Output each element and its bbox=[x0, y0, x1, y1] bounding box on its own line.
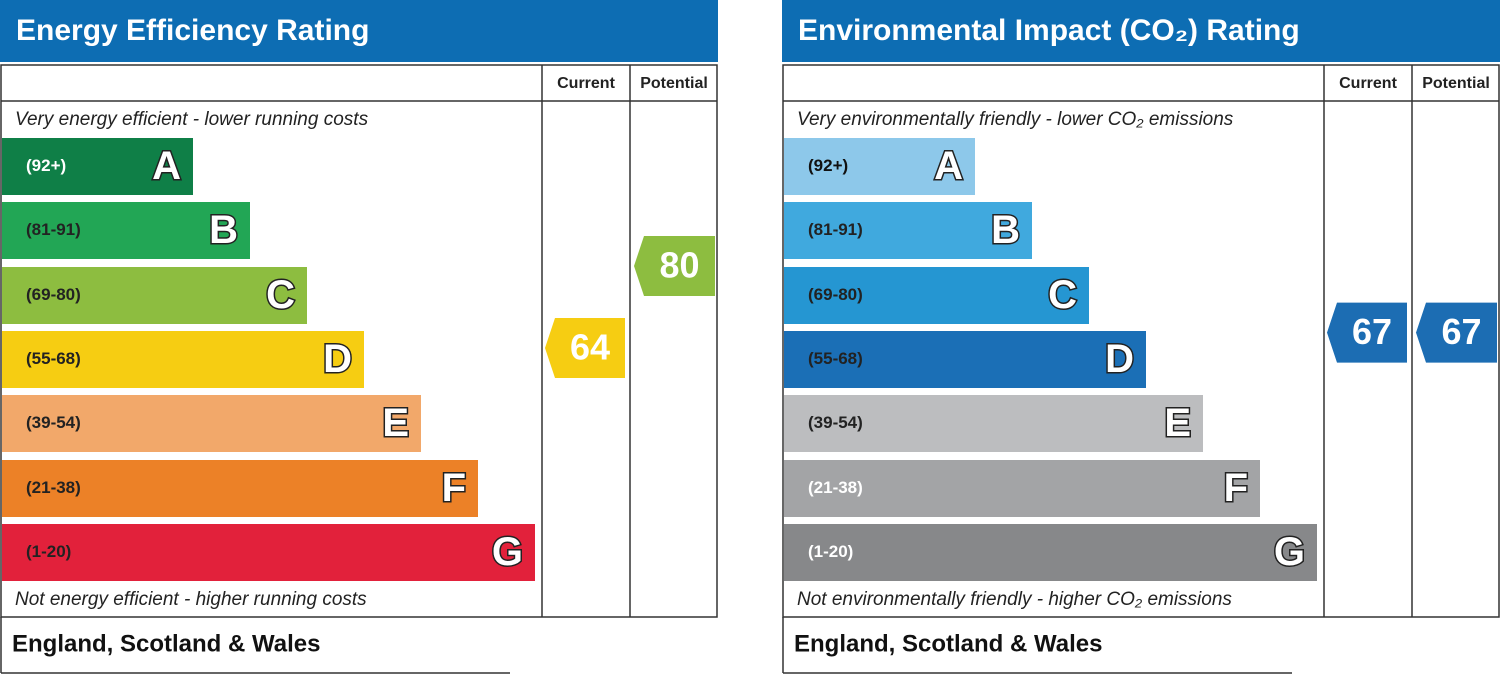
band-letter: G bbox=[492, 530, 523, 574]
footer: England, Scotland & Wales bbox=[794, 630, 1102, 657]
band-range: (81-91) bbox=[26, 220, 81, 239]
band-bar bbox=[784, 138, 975, 195]
rating-value: 67 bbox=[1352, 311, 1392, 352]
band-range: (55-68) bbox=[808, 349, 863, 368]
band-range: (55-68) bbox=[26, 349, 81, 368]
top-note: Very energy efficient - lower running co… bbox=[15, 109, 369, 130]
band-range: (21-38) bbox=[808, 478, 863, 497]
band-range: (81-91) bbox=[808, 220, 863, 239]
rating-value: 67 bbox=[1441, 311, 1481, 352]
header-bar bbox=[0, 0, 718, 62]
band-bar bbox=[2, 202, 250, 259]
rating-chart: Environmental Impact (CO₂) Rating Current… bbox=[782, 0, 1500, 674]
band-range: (1-20) bbox=[808, 542, 853, 561]
band-bar bbox=[2, 138, 193, 195]
band-bar bbox=[784, 395, 1203, 452]
band-bar bbox=[784, 267, 1089, 324]
band-bar bbox=[2, 267, 307, 324]
band-letter: B bbox=[991, 208, 1020, 252]
rating-value: 80 bbox=[659, 245, 699, 286]
rating-value: 64 bbox=[570, 327, 610, 368]
band-bar bbox=[2, 460, 478, 517]
band-letter: A bbox=[152, 144, 181, 188]
bottom-note: Not environmentally friendly - higher CO… bbox=[797, 589, 1232, 610]
band-letter: C bbox=[266, 273, 295, 317]
column-label: Potential bbox=[640, 75, 708, 92]
band-bar bbox=[784, 524, 1317, 581]
column-label: Current bbox=[557, 75, 615, 92]
chart-title: Environmental Impact (CO₂) Rating bbox=[798, 14, 1300, 47]
band-letter: C bbox=[1048, 273, 1077, 317]
band-bar bbox=[2, 524, 535, 581]
bottom-note: Not energy efficient - higher running co… bbox=[15, 589, 367, 610]
band-range: (92+) bbox=[26, 156, 66, 175]
band-letter: A bbox=[934, 144, 963, 188]
band-range: (21-38) bbox=[26, 478, 81, 497]
band-bar bbox=[784, 331, 1146, 388]
rating-chart: Energy Efficiency Rating Current Potential… bbox=[0, 0, 718, 674]
band-range: (39-54) bbox=[26, 413, 81, 432]
band-range: (39-54) bbox=[808, 413, 863, 432]
band-range: (69-80) bbox=[808, 285, 863, 304]
band-bar bbox=[2, 331, 364, 388]
band-letter: F bbox=[1224, 466, 1248, 510]
band-range: (92+) bbox=[808, 156, 848, 175]
band-letter: F bbox=[442, 466, 466, 510]
band-bar bbox=[2, 395, 421, 452]
band-range: (1-20) bbox=[26, 542, 71, 561]
band-letter: B bbox=[209, 208, 238, 252]
top-note: Very environmentally friendly - lower CO… bbox=[797, 109, 1234, 130]
band-letter: D bbox=[1105, 337, 1134, 381]
band-letter: G bbox=[1274, 530, 1305, 574]
band-letter: E bbox=[382, 401, 409, 445]
chart-title: Energy Efficiency Rating bbox=[16, 14, 369, 47]
band-range: (69-80) bbox=[26, 285, 81, 304]
footer: England, Scotland & Wales bbox=[12, 630, 320, 657]
band-bar bbox=[784, 460, 1260, 517]
header-bar bbox=[782, 0, 1500, 62]
band-letter: E bbox=[1164, 401, 1191, 445]
rating-arrow bbox=[1327, 302, 1407, 363]
band-letter: D bbox=[323, 337, 352, 381]
rating-arrow bbox=[545, 318, 625, 378]
column-label: Current bbox=[1339, 75, 1397, 92]
band-bar bbox=[784, 202, 1032, 259]
rating-arrow bbox=[634, 236, 715, 296]
rating-arrow bbox=[1416, 302, 1497, 363]
column-label: Potential bbox=[1422, 75, 1490, 92]
